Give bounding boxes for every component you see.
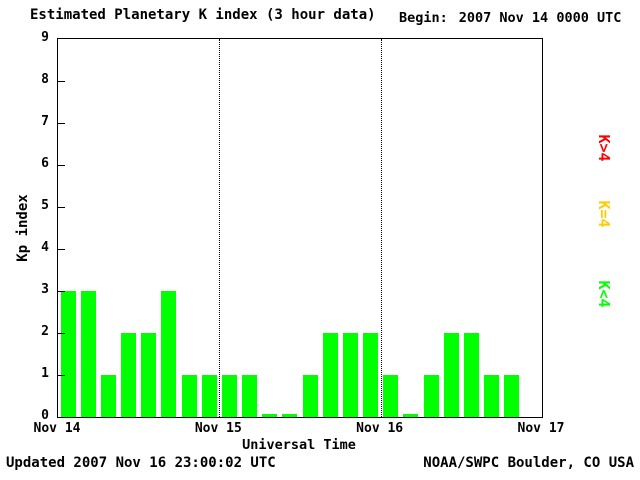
kp-bar bbox=[181, 375, 197, 417]
kp-bar bbox=[100, 375, 116, 417]
kp-bar bbox=[423, 375, 439, 417]
y-tick-mark bbox=[58, 206, 65, 208]
updated-timestamp: Updated 2007 Nov 16 23:00:02 UTC bbox=[6, 455, 276, 471]
y-axis-title: Kp index bbox=[15, 194, 31, 262]
y-tick-label: 8 bbox=[41, 72, 49, 87]
kp-bar bbox=[403, 414, 419, 417]
legend-k-less-4: K<4 bbox=[595, 280, 613, 308]
begin-label: Begin: bbox=[399, 10, 448, 26]
legend-k-greater-4: K>4 bbox=[595, 134, 613, 162]
day-boundary-line bbox=[380, 39, 382, 417]
kp-bar bbox=[282, 414, 298, 417]
x-tick-label: Nov 14 bbox=[33, 421, 81, 436]
y-tick-label: 7 bbox=[41, 114, 49, 129]
y-tick-label: 9 bbox=[41, 30, 49, 45]
kp-bar bbox=[504, 375, 520, 417]
kp-bar bbox=[484, 375, 500, 417]
kp-bar bbox=[262, 414, 278, 417]
kp-bar bbox=[463, 333, 479, 417]
x-tick-label: Nov 15 bbox=[194, 421, 242, 436]
kp-bar bbox=[363, 333, 379, 417]
y-tick-label: 1 bbox=[41, 366, 49, 381]
y-tick-mark bbox=[58, 164, 65, 166]
plot-area bbox=[57, 38, 543, 418]
kp-bar bbox=[322, 333, 338, 417]
kp-bar bbox=[201, 375, 217, 417]
y-tick-mark bbox=[58, 332, 65, 334]
x-tick-label: Nov 16 bbox=[356, 421, 404, 436]
y-tick-mark bbox=[58, 80, 65, 82]
source-credit: NOAA/SWPC Boulder, CO USA bbox=[423, 455, 634, 471]
kp-bar bbox=[121, 333, 137, 417]
chart-title: Estimated Planetary K index (3 hour data… bbox=[30, 7, 376, 23]
kp-bar bbox=[342, 333, 358, 417]
y-tick-label: 3 bbox=[41, 282, 49, 297]
legend-k-equal-4: K=4 bbox=[595, 200, 613, 228]
y-tick-mark bbox=[58, 248, 65, 250]
x-axis-title: Universal Time bbox=[242, 437, 356, 453]
kp-bar bbox=[302, 375, 318, 417]
kp-bar bbox=[80, 291, 96, 417]
y-tick-label: 2 bbox=[41, 324, 49, 339]
begin-value: 2007 Nov 14 0000 UTC bbox=[458, 10, 622, 26]
kp-bar bbox=[141, 333, 157, 417]
day-boundary-line bbox=[219, 39, 221, 417]
y-tick-label: 5 bbox=[41, 198, 49, 213]
y-tick-mark bbox=[58, 374, 65, 376]
kp-bar bbox=[161, 291, 177, 417]
x-tick-label: Nov 17 bbox=[517, 421, 565, 436]
y-tick-mark bbox=[58, 290, 65, 292]
kp-bar bbox=[383, 375, 399, 417]
kp-bar bbox=[242, 375, 258, 417]
begin-timestamp: Begin: 2007 Nov 14 0000 UTC bbox=[399, 10, 621, 26]
kp-bar bbox=[443, 333, 459, 417]
y-tick-mark bbox=[58, 122, 65, 124]
kp-bar bbox=[221, 375, 237, 417]
y-tick-label: 6 bbox=[41, 156, 49, 171]
kp-bar bbox=[60, 291, 76, 417]
y-tick-label: 0 bbox=[41, 408, 49, 423]
y-tick-label: 4 bbox=[41, 240, 49, 255]
